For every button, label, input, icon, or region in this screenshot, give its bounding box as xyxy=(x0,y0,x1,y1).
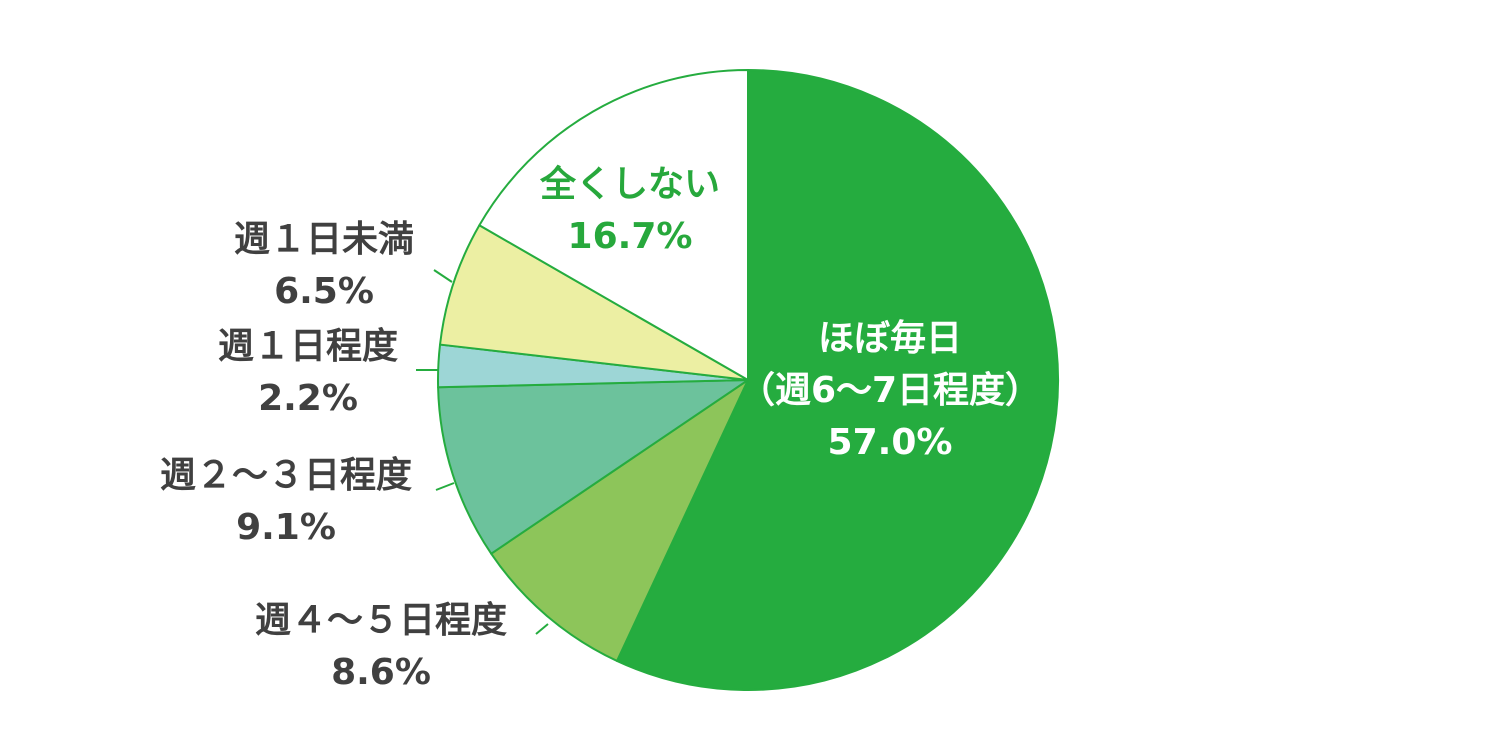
leader-line-4 xyxy=(433,269,453,283)
leader-line-2 xyxy=(435,482,455,491)
slice-value-label-5: 16.7% xyxy=(568,216,693,257)
slice-value-label-2: 9.1% xyxy=(236,507,336,548)
slice-category-label-1: 週４〜５日程度 xyxy=(255,600,507,641)
slice-category-label-0: （週6〜7日程度） xyxy=(739,370,1041,411)
leader-lines-layer xyxy=(416,269,549,635)
labels-layer: ほぼ毎日 （週6〜7日程度） 57.0% 週４〜５日程度 8.6% 週２〜３日程度 9.1%… xyxy=(160,163,1041,693)
slice-category-label-5: 全くしない xyxy=(539,163,720,205)
slice-value-label-3: 2.2% xyxy=(258,378,358,419)
pie-slice-4 xyxy=(439,224,749,381)
slice-value-label-1: 8.6% xyxy=(331,652,431,693)
pie-slice-1 xyxy=(490,379,749,662)
slice-category-label-0: ほぼ毎日 xyxy=(818,318,962,359)
pie-slice-5 xyxy=(478,69,749,381)
pie-slice-0 xyxy=(616,69,1059,691)
slice-category-label-3: 週１日程度 xyxy=(218,326,398,367)
slice-category-label-2: 週２〜３日程度 xyxy=(160,455,412,496)
slices-layer xyxy=(437,69,1059,691)
leader-line-1 xyxy=(535,623,549,635)
slice-value-label-4: 6.5% xyxy=(274,271,374,312)
slice-category-label-4: 週１日未満 xyxy=(234,219,414,260)
slice-value-label-0: 57.0% xyxy=(828,422,953,463)
pie-slice-2 xyxy=(437,379,749,555)
